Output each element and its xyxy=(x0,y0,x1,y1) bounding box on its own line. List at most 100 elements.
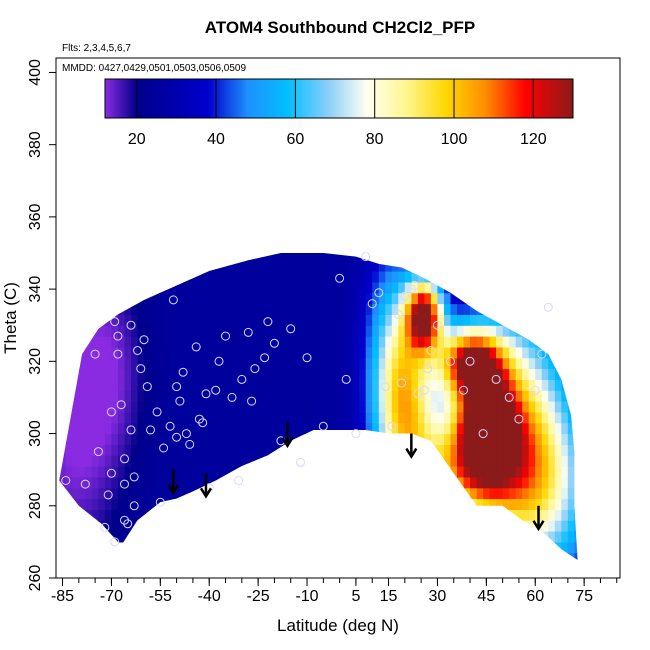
field-cell xyxy=(241,336,249,348)
field-cell xyxy=(150,390,158,402)
sample-point xyxy=(243,327,253,337)
field-cell xyxy=(365,314,373,326)
field-cell xyxy=(548,379,556,391)
field-cell xyxy=(189,336,197,348)
field-cell xyxy=(378,303,386,315)
colorbar-tick-label: 20 xyxy=(128,131,146,148)
field-cell xyxy=(104,509,112,521)
field-cell xyxy=(424,411,432,424)
field-cell xyxy=(287,346,295,359)
field-cell xyxy=(267,336,275,348)
field-cell xyxy=(476,357,484,370)
sample-point xyxy=(106,407,116,417)
field-cell xyxy=(137,466,145,478)
field-cell xyxy=(287,336,295,348)
field-cell xyxy=(287,314,295,326)
field-cell xyxy=(561,552,569,560)
field-cell xyxy=(209,336,217,348)
field-cell xyxy=(502,487,510,500)
field-cell xyxy=(300,368,308,380)
field-cell xyxy=(254,368,262,380)
field-cell xyxy=(333,253,341,261)
field-cell xyxy=(535,368,543,380)
field-cell xyxy=(522,509,530,521)
field-cell xyxy=(496,498,504,510)
field-cell xyxy=(196,390,204,402)
sample-point xyxy=(191,342,201,352)
field-cell xyxy=(254,314,262,326)
field-cell xyxy=(561,444,569,456)
field-cell xyxy=(333,271,341,283)
field-cell xyxy=(144,455,152,467)
field-cell xyxy=(535,336,543,348)
field-cell xyxy=(209,271,217,283)
field-cell xyxy=(346,379,354,391)
field-cell xyxy=(424,314,432,326)
field-cell xyxy=(541,466,549,478)
field-cell xyxy=(85,509,93,521)
field-cell xyxy=(359,390,367,402)
arrow-head xyxy=(199,487,213,499)
field-cell xyxy=(307,271,315,283)
field-cell xyxy=(411,292,419,305)
field-cell xyxy=(248,390,256,402)
field-cell xyxy=(320,357,328,370)
field-cell xyxy=(124,487,132,500)
field-cell xyxy=(196,401,204,413)
field-cell xyxy=(274,325,282,337)
field-cell xyxy=(222,401,230,413)
field-cell xyxy=(424,325,432,337)
field-cell xyxy=(280,325,288,337)
field-cell xyxy=(561,498,569,510)
field-cell xyxy=(170,368,178,380)
field-cell xyxy=(202,346,210,359)
y-tick-label: 260 xyxy=(27,565,44,592)
field-cell xyxy=(476,476,484,489)
field-cell xyxy=(261,390,269,402)
field-cell xyxy=(144,509,152,521)
field-cell xyxy=(267,357,275,370)
field-cell xyxy=(287,271,295,283)
field-cell xyxy=(98,411,106,424)
field-cell xyxy=(502,455,510,467)
field-cell xyxy=(196,433,204,445)
field-cell xyxy=(385,260,393,272)
field-cell xyxy=(202,433,210,445)
field-cell xyxy=(280,390,288,402)
sample-point xyxy=(198,418,208,428)
down-arrow-icon xyxy=(199,473,213,499)
field-cell xyxy=(104,390,112,402)
field-cell xyxy=(163,314,171,326)
field-cell xyxy=(104,476,112,489)
field-cell xyxy=(411,422,419,435)
field-cell xyxy=(131,487,139,500)
field-cell xyxy=(483,487,491,500)
field-cell xyxy=(470,411,478,424)
field-cell xyxy=(91,509,99,521)
sample-point xyxy=(514,414,524,424)
sample-points xyxy=(61,252,553,547)
field-cell xyxy=(391,346,399,359)
sample-point xyxy=(247,396,257,406)
field-cell xyxy=(476,390,484,402)
field-cell xyxy=(280,281,288,294)
field-cell xyxy=(222,433,230,445)
field-cell xyxy=(189,303,197,315)
field-cell xyxy=(228,336,236,348)
field-cell xyxy=(150,357,158,370)
field-cell xyxy=(280,271,288,283)
field-cell xyxy=(280,336,288,348)
field-cell xyxy=(222,346,230,359)
field-cell xyxy=(261,433,269,445)
field-cell xyxy=(326,390,334,402)
field-cell xyxy=(117,520,125,532)
field-cell xyxy=(411,390,419,402)
field-cell xyxy=(85,444,93,456)
field-cell xyxy=(574,444,578,456)
field-cell xyxy=(574,509,578,521)
field-cell xyxy=(404,357,412,370)
field-cell xyxy=(372,401,380,413)
field-cell xyxy=(437,379,445,391)
field-cell xyxy=(294,346,302,359)
field-cell xyxy=(98,390,106,402)
